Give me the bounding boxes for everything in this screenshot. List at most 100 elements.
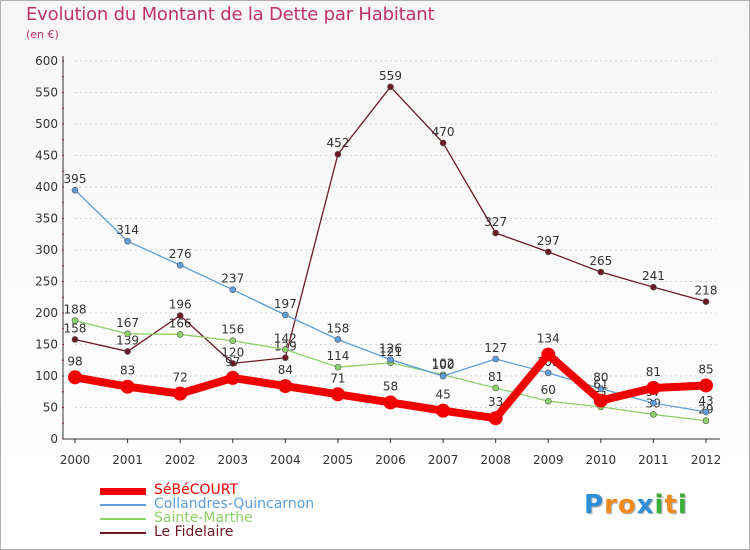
x-tick-label: 2001 bbox=[112, 453, 143, 467]
data-point bbox=[597, 268, 605, 276]
data-label: 58 bbox=[383, 379, 398, 393]
data-point bbox=[176, 312, 184, 319]
data-label: 196 bbox=[169, 298, 192, 312]
y-tick-label: 250 bbox=[35, 275, 58, 289]
legend-swatch bbox=[100, 518, 146, 520]
data-label: 470 bbox=[432, 125, 455, 139]
data-label: 127 bbox=[484, 341, 507, 355]
data-label: 158 bbox=[64, 321, 87, 335]
data-point bbox=[334, 150, 342, 158]
data-label: 142 bbox=[274, 332, 297, 346]
data-label: 80 bbox=[593, 371, 608, 385]
data-label: 114 bbox=[326, 349, 349, 363]
data-label: 126 bbox=[379, 342, 402, 356]
data-label: 100 bbox=[432, 358, 455, 372]
data-point bbox=[488, 411, 503, 426]
legend-label: Sainte-Marthe bbox=[154, 510, 253, 526]
data-point bbox=[544, 248, 552, 256]
data-point bbox=[176, 261, 184, 269]
data-label: 33 bbox=[488, 395, 503, 409]
logo-letter: o bbox=[617, 490, 637, 520]
data-point bbox=[702, 298, 710, 305]
data-point bbox=[702, 417, 710, 425]
data-point bbox=[383, 395, 398, 410]
data-point bbox=[387, 356, 394, 363]
data-label: 327 bbox=[484, 215, 507, 229]
data-point bbox=[176, 331, 184, 338]
data-point bbox=[71, 336, 79, 343]
y-tick-label: 450 bbox=[35, 149, 58, 163]
x-tick-label: 2003 bbox=[217, 453, 248, 467]
data-label: 297 bbox=[537, 234, 560, 248]
y-tick-label: 0 bbox=[50, 432, 58, 446]
data-point bbox=[334, 363, 342, 371]
data-point bbox=[124, 330, 131, 338]
data-label: 167 bbox=[116, 316, 139, 330]
data-label: 395 bbox=[64, 172, 87, 186]
data-point bbox=[597, 385, 605, 392]
y-tick-label: 600 bbox=[35, 54, 58, 68]
data-label: 158 bbox=[326, 321, 349, 335]
data-point bbox=[544, 397, 552, 405]
y-tick-label: 400 bbox=[35, 180, 58, 194]
data-label: 81 bbox=[488, 370, 503, 384]
data-point bbox=[439, 372, 447, 380]
data-label: 97 bbox=[225, 355, 240, 369]
data-label: 71 bbox=[330, 371, 345, 385]
x-tick-label: 2007 bbox=[428, 453, 459, 467]
data-point bbox=[436, 403, 451, 418]
x-tick-label: 2002 bbox=[165, 453, 196, 467]
logo-letter: i bbox=[654, 490, 665, 520]
data-point bbox=[282, 354, 289, 362]
x-tick-label: 2009 bbox=[533, 453, 564, 467]
logo-letter: i bbox=[677, 490, 688, 520]
x-tick-label: 2008 bbox=[480, 453, 511, 467]
y-tick-label: 200 bbox=[35, 306, 58, 320]
chart-title: Evolution du Montant de la Dette par Hab… bbox=[26, 4, 435, 25]
x-tick-label: 2011 bbox=[638, 453, 669, 467]
x-tick-label: 2006 bbox=[375, 453, 406, 467]
x-tick-label: 2000 bbox=[60, 453, 91, 467]
legend-swatch bbox=[100, 488, 146, 495]
data-label: 85 bbox=[698, 362, 713, 376]
data-label: 83 bbox=[120, 364, 135, 378]
proxiti-logo: Proxiti bbox=[584, 490, 688, 520]
data-point bbox=[439, 139, 447, 147]
data-label: 218 bbox=[695, 284, 718, 298]
data-point bbox=[229, 360, 237, 367]
legend-label: Collandres-Quincarnon bbox=[154, 496, 315, 512]
data-label: 139 bbox=[116, 333, 139, 347]
data-label: 61 bbox=[593, 378, 608, 392]
data-point bbox=[124, 348, 131, 355]
data-point bbox=[650, 399, 657, 407]
chart-subtitle: (en €) bbox=[26, 28, 59, 41]
data-point bbox=[71, 317, 79, 324]
data-label: 197 bbox=[274, 297, 297, 311]
data-point bbox=[229, 286, 237, 293]
data-point bbox=[278, 379, 293, 394]
data-label: 60 bbox=[541, 383, 556, 397]
data-point bbox=[702, 408, 710, 416]
y-tick-label: 500 bbox=[35, 117, 58, 131]
data-point bbox=[282, 346, 289, 353]
x-tick-label: 2012 bbox=[691, 453, 722, 467]
data-label: 134 bbox=[537, 332, 560, 346]
data-label: 156 bbox=[221, 323, 244, 337]
data-label: 276 bbox=[169, 247, 192, 261]
legend-swatch bbox=[100, 532, 146, 534]
x-tick-label: 2010 bbox=[586, 453, 617, 467]
data-label: 241 bbox=[642, 269, 665, 283]
data-label: 72 bbox=[173, 371, 188, 385]
legend-label: Le Fidelaire bbox=[154, 524, 234, 540]
data-point bbox=[387, 83, 394, 91]
data-label: 98 bbox=[67, 354, 82, 368]
data-label: 314 bbox=[116, 223, 139, 237]
data-point bbox=[334, 336, 342, 343]
data-label: 84 bbox=[278, 363, 293, 377]
data-point bbox=[68, 370, 82, 385]
legend-swatch bbox=[100, 504, 146, 506]
data-point bbox=[699, 378, 713, 393]
data-label: 81 bbox=[646, 365, 661, 379]
